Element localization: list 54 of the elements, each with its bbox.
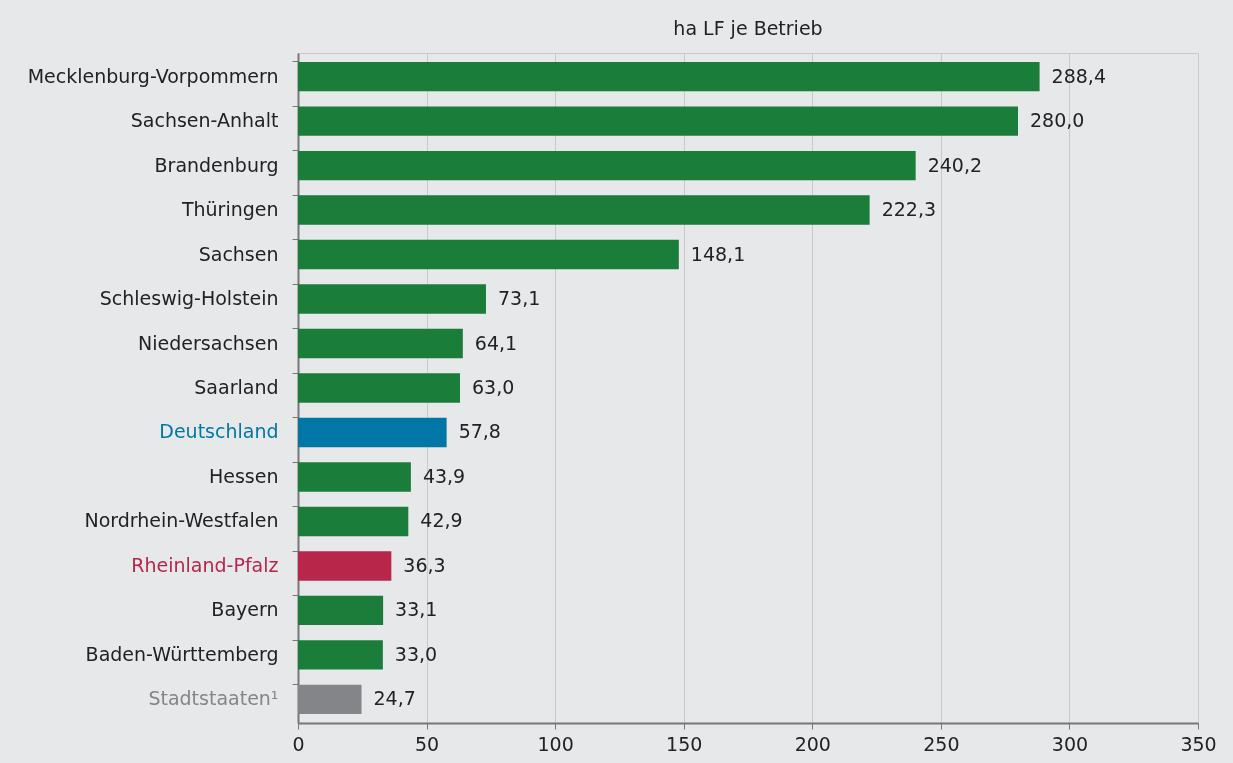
y-tick-label: Saarland bbox=[194, 376, 279, 398]
y-tick-label: Deutschland bbox=[159, 420, 279, 443]
bar bbox=[298, 61, 1040, 92]
bar bbox=[298, 551, 392, 581]
x-tick-label: 50 bbox=[414, 732, 440, 755]
bar bbox=[298, 106, 1018, 136]
bar bbox=[298, 195, 870, 225]
bar bbox=[298, 373, 460, 403]
y-tick-label: Thüringen bbox=[180, 198, 279, 221]
data-label: 63,0 bbox=[472, 376, 515, 398]
bar bbox=[298, 328, 463, 359]
y-tick-label: Sachsen-Anhalt bbox=[130, 109, 279, 132]
x-tick-label: 350 bbox=[1180, 732, 1217, 755]
x-tick-label: 0 bbox=[292, 732, 305, 755]
data-label: 24,7 bbox=[373, 687, 416, 710]
data-label: 280,0 bbox=[1030, 109, 1085, 132]
y-tick-label: Niedersachsen bbox=[138, 331, 279, 354]
data-label: 288,4 bbox=[1051, 64, 1107, 87]
data-label: 148,1 bbox=[690, 242, 746, 265]
data-label: 57,8 bbox=[458, 420, 501, 443]
x-tick-label: 150 bbox=[666, 732, 703, 755]
bar bbox=[298, 684, 362, 715]
x-axis-title: ha LF je Betrieb bbox=[673, 17, 823, 39]
data-label: 42,9 bbox=[420, 509, 463, 532]
y-tick-label: Stadtstaaten¹ bbox=[148, 687, 279, 710]
data-label: 73,1 bbox=[497, 287, 541, 310]
data-label: 240,2 bbox=[927, 153, 983, 176]
data-label: 36,3 bbox=[403, 553, 446, 576]
data-label: 33,1 bbox=[395, 598, 438, 621]
y-tick-label: Schleswig-Holstein bbox=[99, 287, 279, 310]
data-label: 222,3 bbox=[881, 198, 937, 221]
data-label: 64,1 bbox=[474, 331, 518, 354]
bar bbox=[298, 462, 411, 492]
y-tick-label: Bayern bbox=[211, 598, 279, 621]
bar bbox=[298, 284, 486, 314]
y-tick-label: Rheinland-Pfalz bbox=[131, 553, 279, 576]
x-tick-label: 100 bbox=[537, 732, 574, 755]
y-tick-label: Mecklenburg-Vorpommern bbox=[27, 64, 279, 87]
x-tick-label: 250 bbox=[923, 732, 960, 755]
bar bbox=[298, 640, 383, 670]
bar bbox=[298, 417, 447, 448]
y-tick-label: Hessen bbox=[208, 464, 279, 487]
x-tick-label: 200 bbox=[794, 732, 831, 755]
y-tick-label: Sachsen bbox=[198, 242, 279, 265]
bar bbox=[298, 595, 384, 626]
y-tick-label: Brandenburg bbox=[154, 153, 279, 176]
y-tick-label: Nordrhein-Westfalen bbox=[84, 509, 279, 532]
bar bbox=[298, 506, 409, 537]
bar bbox=[298, 150, 916, 181]
data-label: 43,9 bbox=[422, 464, 466, 487]
data-label: 33,0 bbox=[394, 642, 438, 665]
x-tick-label: 300 bbox=[1051, 732, 1089, 755]
y-tick-label: Baden-Württemberg bbox=[85, 642, 279, 665]
bar bbox=[298, 239, 679, 270]
